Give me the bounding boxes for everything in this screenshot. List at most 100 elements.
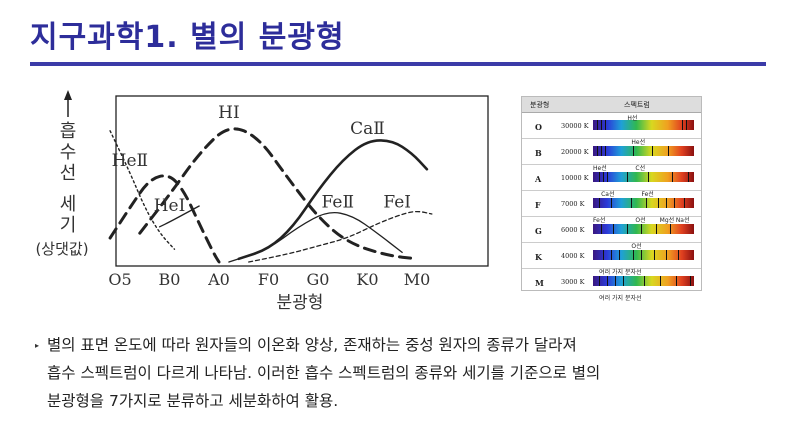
absorption-line bbox=[653, 250, 655, 260]
spectral-row-F: F 7000 K Fe선 O선 Mg선 Na선 bbox=[522, 191, 701, 224]
absorption-line bbox=[671, 172, 673, 182]
absorption-line bbox=[673, 198, 675, 208]
table-header: 분광형 스펙트럼 bbox=[522, 97, 701, 113]
absorption-line bbox=[641, 250, 643, 260]
line-label: He선 bbox=[631, 139, 646, 146]
x-tick-label: A0 bbox=[207, 270, 230, 289]
series-line-6 bbox=[248, 210, 433, 263]
absorption-line bbox=[659, 276, 661, 286]
line-label: 여러 가지 분자선 bbox=[599, 295, 642, 302]
line-label: Na선 bbox=[675, 217, 690, 224]
curve-label: HeⅡ bbox=[112, 151, 148, 171]
absorption-line bbox=[603, 172, 605, 182]
absorption-line bbox=[689, 276, 691, 286]
absorption-line bbox=[633, 146, 635, 156]
spectral-row-O: O 30000 K H선 He선 bbox=[522, 113, 701, 146]
absorption-line bbox=[607, 172, 609, 182]
line-label: 여러 가지 분자선 bbox=[599, 269, 642, 276]
surface-temperature: 20000 K bbox=[561, 148, 589, 156]
absorption-line bbox=[607, 276, 609, 286]
absorption-line bbox=[599, 276, 601, 286]
absorption-line bbox=[615, 276, 617, 286]
description-line: 흡수 스펙트럼이 다르게 나타남. 이러한 흡수 스펙트럼의 종류와 세기를 기… bbox=[47, 364, 601, 382]
line-label: C선 bbox=[635, 165, 646, 172]
absorption-line bbox=[605, 120, 607, 130]
series-line-2 bbox=[138, 127, 419, 261]
y-axis-label-part: 수 bbox=[60, 142, 77, 163]
absorption-line bbox=[597, 120, 599, 130]
absorption-line bbox=[623, 276, 625, 286]
absorption-line bbox=[601, 120, 603, 130]
x-tick-label: B0 bbox=[159, 270, 181, 289]
page-title: 지구과학1. 별의 분광형 bbox=[30, 20, 345, 55]
absorption-line bbox=[651, 146, 653, 156]
absorption-line bbox=[685, 120, 687, 130]
absorption-line bbox=[677, 250, 679, 260]
absorption-line bbox=[681, 120, 683, 130]
bullet-icon: ▸ bbox=[35, 341, 40, 350]
description-text: 별의 표면 온도에 따라 원자들의 이온화 양상, 존재하는 중성 원자의 종류… bbox=[47, 331, 747, 415]
surface-temperature: 4000 K bbox=[561, 252, 585, 260]
y-axis-label-part: 기 bbox=[60, 215, 77, 236]
absorption-line bbox=[605, 146, 607, 156]
absorption-line bbox=[599, 198, 601, 208]
absorption-line bbox=[599, 172, 601, 182]
arrow-head-icon bbox=[64, 90, 72, 100]
spectral-class: G bbox=[535, 226, 542, 236]
absorption-line bbox=[619, 250, 621, 260]
absorption-line bbox=[667, 146, 669, 156]
spectrum-bar: 여러 가지 분자선 bbox=[593, 250, 694, 276]
spectrum-bar: O선 bbox=[593, 224, 694, 250]
curve-label: HeⅠ bbox=[154, 196, 186, 216]
surface-temperature: 3000 K bbox=[561, 278, 585, 286]
spectrum-bar: Fe선 O선 Mg선 Na선 bbox=[593, 198, 694, 224]
spectrum-bar: H선 He선 bbox=[593, 115, 694, 146]
surface-temperature: 7000 K bbox=[561, 200, 585, 208]
x-tick-label: M0 bbox=[404, 270, 431, 289]
title-underline bbox=[30, 62, 766, 66]
absorption-line bbox=[611, 250, 613, 260]
line-label: Ca선 bbox=[601, 191, 615, 198]
spectral-class: O bbox=[535, 122, 542, 132]
curve-label: FeⅠ bbox=[383, 193, 411, 213]
absorption-line bbox=[601, 224, 603, 234]
absorption-line bbox=[601, 146, 603, 156]
y-axis-label-part: 세 bbox=[60, 194, 77, 215]
absorption-line bbox=[613, 224, 615, 234]
absorption-line bbox=[627, 172, 629, 182]
absorption-line bbox=[669, 224, 671, 234]
absorption-line bbox=[665, 198, 667, 208]
absorption-line bbox=[675, 276, 677, 286]
spectral-class-table: 분광형 스펙트럼 O 30000 K H선 He선 B 20000 K He선 C선 A 1000… bbox=[521, 96, 702, 302]
y-axis-label-part: (상댓값) bbox=[35, 240, 88, 258]
spectral-row-G: G 6000 K O선 bbox=[522, 217, 701, 250]
spectral-class: K bbox=[535, 252, 542, 262]
line-label: Mg선 bbox=[659, 217, 675, 224]
line-label: H선 bbox=[627, 115, 638, 122]
spectral-row-M: M 3000 K 여러 가지 분자선 bbox=[522, 269, 701, 302]
absorption-line bbox=[597, 146, 599, 156]
spectrum-bar: 여러 가지 분자선 bbox=[593, 276, 694, 302]
header-spectrum: 스펙트럼 bbox=[624, 101, 650, 109]
surface-temperature: 10000 K bbox=[561, 174, 589, 182]
series-line-3 bbox=[158, 205, 200, 228]
spectral-class: B bbox=[535, 148, 542, 158]
series-line-0 bbox=[109, 130, 176, 250]
absorption-line bbox=[603, 250, 605, 260]
y-axis-label-part: 흡 bbox=[60, 121, 77, 142]
absorption-line bbox=[647, 172, 649, 182]
line-label: He선 bbox=[593, 165, 607, 172]
absorption-line bbox=[655, 224, 657, 234]
curve-label: FeⅡ bbox=[322, 193, 354, 213]
line-label: O선 bbox=[631, 243, 642, 250]
absorption-line bbox=[641, 224, 643, 234]
x-tick-label: G0 bbox=[307, 270, 330, 289]
surface-temperature: 6000 K bbox=[561, 226, 585, 234]
spectral-row-A: A 10000 K Ca선 Fe선 bbox=[522, 165, 701, 198]
series-line-5 bbox=[228, 212, 403, 263]
line-label: O선 bbox=[635, 217, 646, 224]
x-tick-label: F0 bbox=[258, 270, 279, 289]
plot-frame bbox=[115, 95, 489, 267]
